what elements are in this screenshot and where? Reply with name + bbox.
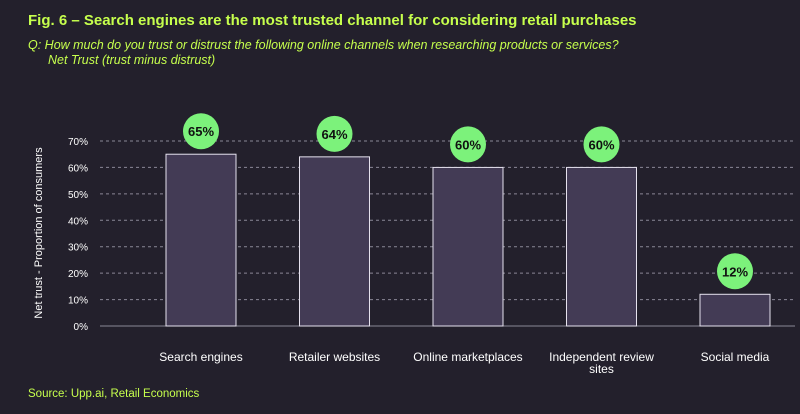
question-subtitle: Net Trust (trust minus distrust) [48,53,216,67]
y-tick-label: 60% [68,163,88,174]
x-category-label: Online marketplaces [413,350,522,364]
data-label: 60% [455,137,481,152]
data-label: 64% [321,127,347,142]
y-tick-label: 0% [74,322,89,333]
y-tick-label: 70% [68,137,88,148]
source-note: Source: Upp.ai, Retail Economics [28,388,200,400]
x-category-label: Independent review sites [549,350,654,376]
chart-title: Fig. 6 – Search engines are the most tru… [28,12,637,29]
data-label-badge [183,113,219,150]
y-tick-label: 10% [68,296,88,307]
y-tick-label: 20% [68,269,88,280]
y-axis-title: Net trust - Proportion of consumers [33,147,45,319]
bar [566,166,637,327]
data-label-badge [583,126,620,163]
data-label: 60% [588,137,614,152]
survey-question: Q: How much do you trust or distrust the… [28,38,619,68]
data-label-badge [316,115,353,152]
data-label-badge [450,126,486,163]
x-category-label: Retailer websites [289,350,380,364]
y-tick-label: 40% [68,216,88,227]
y-tick-label: 30% [68,243,88,254]
question-text: Q: How much do you trust or distrust the… [28,38,619,52]
data-label: 12% [722,264,748,279]
data-label: 65% [188,124,214,139]
bar [299,156,370,327]
x-category-label: Social media [701,350,770,364]
y-tick-label: 50% [68,190,88,201]
data-label-badge [717,253,753,290]
bar [699,293,771,327]
bar [432,166,504,327]
bar [165,153,237,327]
x-category-label: Search engines [159,350,242,364]
